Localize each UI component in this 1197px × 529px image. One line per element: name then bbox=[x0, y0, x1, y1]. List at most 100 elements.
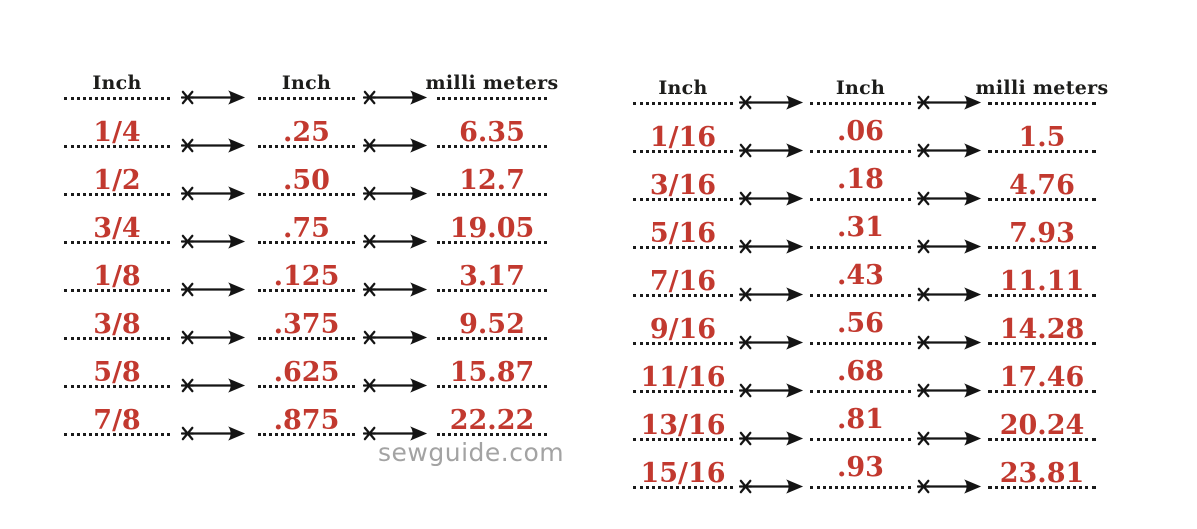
arrow-icon bbox=[170, 148, 258, 196]
table-row: 7/8 .875 22.22 bbox=[64, 388, 547, 436]
millimeter-value: 3.17 bbox=[437, 244, 547, 292]
inch-decimal-value: .50 bbox=[258, 148, 355, 196]
millimeter-value: 1.5 bbox=[988, 105, 1096, 153]
arrow-icon bbox=[911, 441, 988, 489]
table-row: 9/16 .56 14.28 bbox=[633, 297, 1096, 345]
conversion-table-sixteenths: Inch Inch milli meters 1/16 .06 1.5 3/16… bbox=[633, 63, 1108, 489]
inch-decimal-value: .875 bbox=[258, 388, 355, 436]
table-row: 5/8 .625 15.87 bbox=[64, 340, 547, 388]
millimeter-value: 4.76 bbox=[988, 153, 1096, 201]
millimeter-value: 7.93 bbox=[988, 201, 1096, 249]
arrow-icon bbox=[355, 340, 437, 388]
column-header-millimeters: milli meters bbox=[976, 63, 1108, 105]
table-row: 7/16 .43 11.11 bbox=[633, 249, 1096, 297]
millimeter-value: 12.7 bbox=[437, 148, 547, 196]
inch-decimal-value: .375 bbox=[258, 292, 355, 340]
table-row: 5/16 .31 7.93 bbox=[633, 201, 1096, 249]
millimeter-value: 17.46 bbox=[988, 345, 1096, 393]
inch-fraction-value: 5/16 bbox=[633, 201, 733, 249]
table-row: 1/2 .50 12.7 bbox=[64, 148, 547, 196]
arrow-icon bbox=[733, 249, 810, 297]
arrow-icon bbox=[355, 292, 437, 340]
arrow-icon bbox=[355, 148, 437, 196]
millimeter-value: 23.81 bbox=[988, 441, 1096, 489]
millimeter-value: 11.11 bbox=[988, 249, 1096, 297]
table-row: 11/16 .68 17.46 bbox=[633, 345, 1096, 393]
millimeter-value: 9.52 bbox=[437, 292, 547, 340]
table-header-row: Inch Inch milli meters bbox=[633, 63, 1108, 105]
arrow-icon bbox=[170, 388, 258, 436]
table-row: 1/4 .25 6.35 bbox=[64, 100, 547, 148]
arrow-icon bbox=[170, 244, 258, 292]
arrow-icon bbox=[733, 297, 810, 345]
millimeter-value: 19.05 bbox=[437, 196, 547, 244]
arrow-icon bbox=[911, 345, 988, 393]
inch-fraction-value: 1/4 bbox=[64, 100, 170, 148]
millimeter-value: 22.22 bbox=[437, 388, 547, 436]
millimeter-value: 6.35 bbox=[437, 100, 547, 148]
inch-fraction-value: 7/8 bbox=[64, 388, 170, 436]
inch-decimal-value: .125 bbox=[258, 244, 355, 292]
table-row: 3/4 .75 19.05 bbox=[64, 196, 547, 244]
table-body: 1/4 .25 6.35 1/2 .50 12.7 3/4 .75 19.05 … bbox=[64, 100, 547, 436]
inch-decimal-value: .18 bbox=[810, 153, 911, 201]
table-row: 3/8 .375 9.52 bbox=[64, 292, 547, 340]
millimeter-value: 14.28 bbox=[988, 297, 1096, 345]
inch-fraction-value: 1/8 bbox=[64, 244, 170, 292]
arrow-icon bbox=[170, 100, 258, 148]
inch-decimal-value: .06 bbox=[810, 105, 911, 153]
inch-fraction-value: 9/16 bbox=[633, 297, 733, 345]
inch-decimal-value: .56 bbox=[810, 297, 911, 345]
column-header-millimeters: milli meters bbox=[426, 58, 558, 100]
arrow-icon bbox=[170, 196, 258, 244]
column-header-inch-decimal: Inch bbox=[810, 63, 911, 105]
inch-decimal-value: .75 bbox=[258, 196, 355, 244]
inch-decimal-value: .31 bbox=[810, 201, 911, 249]
inch-fraction-value: 3/16 bbox=[633, 153, 733, 201]
arrow-icon bbox=[733, 201, 810, 249]
table-row: 15/16 .93 23.81 bbox=[633, 441, 1096, 489]
table-header-row: Inch Inch milli meters bbox=[64, 58, 558, 100]
inch-fraction-value: 1/2 bbox=[64, 148, 170, 196]
inch-fraction-value: 15/16 bbox=[633, 441, 733, 489]
arrow-icon bbox=[170, 292, 258, 340]
arrow-icon bbox=[733, 345, 810, 393]
table-row: 1/8 .125 3.17 bbox=[64, 244, 547, 292]
column-header-inch-fraction: Inch bbox=[64, 58, 170, 100]
inch-decimal-value: .25 bbox=[258, 100, 355, 148]
inch-decimal-value: .625 bbox=[258, 340, 355, 388]
arrow-icon bbox=[911, 105, 988, 153]
arrow-icon bbox=[355, 388, 437, 436]
arrow-icon bbox=[911, 393, 988, 441]
inch-fraction-value: 3/4 bbox=[64, 196, 170, 244]
arrow-icon bbox=[733, 153, 810, 201]
inch-fraction-value: 11/16 bbox=[633, 345, 733, 393]
arrow-icon bbox=[355, 100, 437, 148]
arrow-icon bbox=[733, 441, 810, 489]
inch-fraction-value: 3/8 bbox=[64, 292, 170, 340]
table-body: 1/16 .06 1.5 3/16 .18 4.76 5/16 .31 7.93… bbox=[633, 105, 1096, 489]
millimeter-value: 15.87 bbox=[437, 340, 547, 388]
table-row: 13/16 .81 20.24 bbox=[633, 393, 1096, 441]
arrow-icon bbox=[355, 244, 437, 292]
column-header-inch-decimal: Inch bbox=[258, 58, 355, 100]
arrow-icon bbox=[170, 340, 258, 388]
column-header-inch-fraction: Inch bbox=[633, 63, 733, 105]
arrow-icon bbox=[733, 63, 810, 105]
inch-decimal-value: .93 bbox=[810, 441, 911, 489]
arrow-icon bbox=[355, 196, 437, 244]
arrow-icon bbox=[911, 249, 988, 297]
inch-decimal-value: .81 bbox=[810, 393, 911, 441]
arrow-icon bbox=[911, 297, 988, 345]
arrow-icon bbox=[733, 393, 810, 441]
arrow-icon bbox=[911, 201, 988, 249]
arrow-icon bbox=[170, 58, 258, 100]
inch-decimal-value: .68 bbox=[810, 345, 911, 393]
inch-decimal-value: .43 bbox=[810, 249, 911, 297]
millimeter-value: 20.24 bbox=[988, 393, 1096, 441]
inch-fraction-value: 13/16 bbox=[633, 393, 733, 441]
watermark-sewguide: sewguide.com bbox=[378, 438, 565, 467]
inch-fraction-value: 7/16 bbox=[633, 249, 733, 297]
conversion-table-eighths: Inch Inch milli meters 1/4 .25 6.35 1/2 … bbox=[64, 58, 558, 436]
